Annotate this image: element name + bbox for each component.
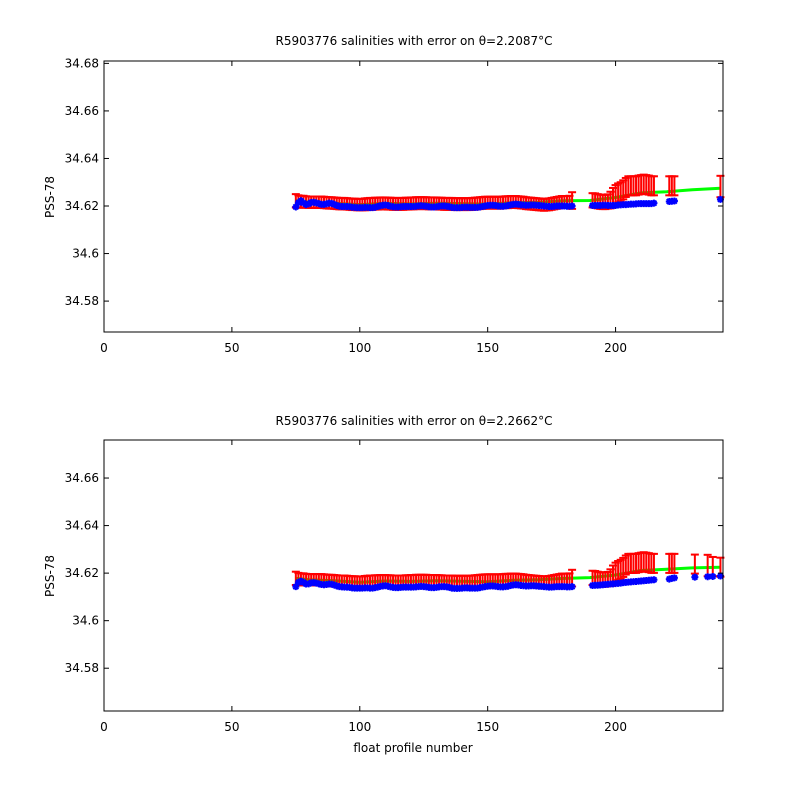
top-salinity-marker [650,199,658,207]
bottom-salinity-markers-layer [292,572,724,592]
top-salinity-marker [716,195,724,203]
top-salinity-marker [568,202,576,210]
bottom-panel: R5903776 salinities with error on θ=2.26… [43,414,725,755]
bottom-axes: 0 50 100 150 200 34.58 34.6 34.62 34.64 34.66 [65,440,723,734]
top-x-tick-label: 150 [476,341,499,355]
bottom-salinity-marker [670,574,678,582]
bottom-x-axis-label: float profile number [353,741,472,755]
bottom-salinity-marker [691,573,699,581]
bottom-y-axis-label: PSS-78 [43,555,57,597]
top-salinity-marker [292,203,300,211]
bottom-x-tick-label: 150 [476,720,499,734]
bottom-y-tick-label: 34.64 [65,519,99,533]
top-y-tick-label: 34.64 [65,151,99,165]
top-panel: R5903776 salinities with error on θ=2.20… [43,34,725,355]
top-salinity-marker [670,197,678,205]
bottom-x-tick-label: 50 [224,720,239,734]
bottom-chart-title: R5903776 salinities with error on θ=2.26… [276,414,553,428]
top-error-bar [649,175,658,197]
bottom-salinity-marker [568,583,576,591]
top-y-tick-label: 34.68 [65,56,99,70]
bottom-salinity-marker [292,583,300,591]
top-y-axis-label: PSS-78 [43,176,57,218]
bottom-x-tick-label: 100 [348,720,371,734]
top-salinity-markers-layer [292,195,724,212]
bottom-error-bar [690,553,699,575]
top-plot-frame [103,60,724,333]
top-y-tick-label: 34.66 [65,104,99,118]
top-x-tick-label: 100 [348,341,371,355]
top-y-tick-label: 34.58 [65,294,99,308]
bottom-x-tick-label: 0 [100,720,108,734]
bottom-plot-frame [103,439,724,712]
bottom-salinity-marker [716,572,724,580]
bottom-y-tick-label: 34.6 [72,614,99,628]
bottom-y-tick-label: 34.66 [65,471,99,485]
bottom-y-tick-label: 34.58 [65,661,99,675]
bottom-salinity-marker [709,572,717,580]
top-y-tick-label: 34.6 [72,247,99,261]
top-x-tick-label: 200 [604,341,627,355]
bottom-error-bar [649,552,658,574]
bottom-salinity-marker [704,573,712,581]
bottom-plot-area [291,551,725,592]
top-axes: 0 50 100 150 200 34.58 34.6 34.62 34.64 34.66 34.6… [65,56,723,355]
bottom-salinity-marker [650,576,658,584]
top-plot-area [291,173,725,212]
top-x-tick-label: 0 [100,341,108,355]
top-chart-title: R5903776 salinities with error on θ=2.20… [276,34,553,48]
bottom-y-tick-label: 34.62 [65,566,99,580]
top-error-bar [670,175,679,197]
top-x-tick-label: 50 [224,341,239,355]
bottom-error-bar [670,552,679,574]
bottom-x-tick-label: 200 [604,720,627,734]
top-y-tick-label: 34.62 [65,199,99,213]
